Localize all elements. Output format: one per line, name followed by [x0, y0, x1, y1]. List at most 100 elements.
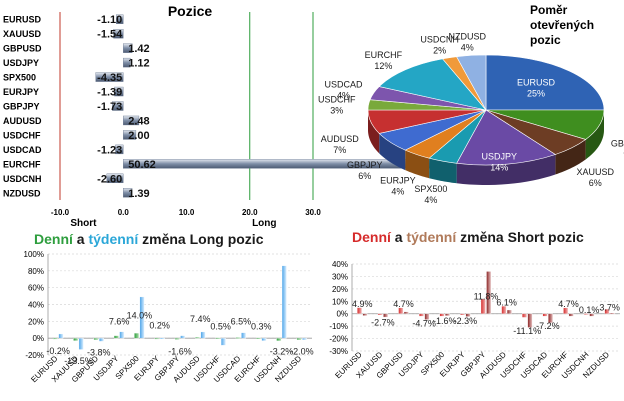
y-tick-label: -20% — [25, 351, 44, 360]
x-tick-label: -10.0 — [51, 208, 70, 217]
category-label-gbpusd: GBPUSD — [3, 44, 42, 54]
bar-gbpusd-s1 — [398, 307, 404, 314]
data-label-gbpusd: 4.7% — [393, 299, 414, 309]
category-label-gbpjpy: GBPJPY — [3, 102, 40, 112]
pie-side-spx500 — [429, 158, 457, 184]
category-label-xauusd: XAUUSD — [3, 29, 42, 39]
pie-side-gbpusd — [585, 110, 604, 160]
pie-slice-nzdusd — [456, 54, 487, 111]
bar-usdcnh-s1 — [583, 313, 589, 315]
pie-percent-usdjpy: 14% — [490, 162, 508, 172]
bar-xauusd-s1 — [377, 313, 383, 316]
y-tick-label: 0% — [32, 334, 44, 343]
pie-percent-eurusd: 25% — [527, 89, 545, 99]
bar-usdcnh-s1 — [276, 338, 282, 342]
title-part-0: Denní — [34, 231, 73, 247]
category-label-usdchf: USDCHF — [3, 130, 41, 140]
bar-audusd-s2 — [506, 309, 512, 314]
category-label-spx500: SPX500 — [3, 73, 36, 83]
bar-usdcnh-s2 — [589, 313, 595, 317]
data-label-usdcad: -7.2% — [536, 321, 560, 331]
bar-usdjpy — [123, 57, 131, 68]
pie-chart-svg: EURUSD25%GBPUSD9%XAUUSD6%USDJPY14%SPX500… — [318, 3, 624, 205]
y-tick-label: 0% — [336, 310, 348, 319]
bar-xauusd — [113, 28, 124, 39]
bar-usdcnh-s2 — [281, 265, 287, 339]
bar-usdjpy-s1 — [113, 335, 119, 339]
bar-usdcad-s1 — [235, 337, 241, 339]
value-label-usdchf: 2.00 — [128, 130, 149, 142]
category-label-nzdusd: NZDUSD — [3, 188, 41, 198]
pie-label-gbpjpy: GBPJPY — [347, 160, 383, 170]
pie-side-eurjpy — [405, 150, 430, 179]
bar-usdcad-s2 — [548, 313, 553, 323]
title-part-1: a — [390, 229, 407, 245]
bar-gbpusd — [123, 43, 133, 53]
bar-gbpjpy-s1 — [174, 338, 180, 340]
bar-nzdusd-s2 — [610, 312, 615, 315]
value-label-spx500: -4.35 — [97, 72, 122, 84]
data-label-gbpjpy: -1.6% — [168, 347, 192, 357]
bar-gbpjpy-s2 — [486, 271, 492, 314]
short-label: Short — [70, 218, 97, 229]
bar-usdchf-s2 — [527, 313, 533, 328]
pie-percent-usdcnh: 2% — [433, 46, 446, 56]
data-label-usdjpy: 7.6% — [109, 316, 130, 326]
title-part-2: týdenní — [406, 229, 457, 245]
title-part-2: týdenní — [88, 231, 139, 247]
long-label: Long — [252, 218, 276, 229]
bar-xauusd-s2 — [78, 338, 84, 350]
bar-audusd-s1 — [501, 305, 507, 314]
bar-eurchf-s2 — [261, 338, 267, 341]
data-label-nzdusd: 3.7% — [599, 303, 620, 313]
short-changes-svg: -30%-20%-10%0%10%20%30%40%EURUSDXAUUSDGB… — [329, 260, 620, 381]
category-label-usdcad: USDCAD — [3, 145, 42, 155]
bar-usdcad-s1 — [542, 313, 548, 317]
data-label-nzdusd: -2.0% — [290, 347, 314, 357]
pie-label-usdjpy: USDJPY — [482, 151, 518, 161]
bar-eurchf-s1 — [256, 337, 261, 340]
long-changes-chart: -20% 0% 20% 40% 60% 80% 100% EURUSD XAUUSD GBPUSD… — [0, 248, 316, 401]
y-tick-label: 40% — [28, 301, 44, 310]
pie-label-usdcad: USDCAD — [324, 79, 363, 89]
bar-nzdusd-s2 — [302, 338, 307, 340]
pie-slice-eurchf — [378, 58, 487, 111]
value-label-xauusd: -1.54 — [97, 29, 123, 41]
pie-label-nzdusd: NZDUSD — [448, 32, 486, 42]
pie-label-xauusd: XAUUSD — [576, 167, 614, 177]
value-label-eurchf: 50.62 — [128, 159, 156, 171]
bar-xauusd-s2 — [383, 313, 389, 318]
y-tick-label: -30% — [329, 347, 348, 356]
y-tick-label: 30% — [332, 272, 348, 281]
bar-audusd-s1 — [195, 337, 200, 339]
pie-percent-usdchf: 3% — [330, 105, 343, 115]
value-label-usdcnh: -2.60 — [97, 173, 122, 185]
bar-nzdusd — [123, 188, 133, 198]
value-label-eurjpy: -1.39 — [97, 87, 122, 99]
y-tick-label: 60% — [28, 284, 44, 293]
bar-gbpjpy-s2 — [180, 335, 186, 339]
data-label-gbpusd: -3.8% — [87, 347, 111, 357]
y-tick-label: 100% — [24, 250, 44, 259]
data-label-eurchf: 4.7% — [558, 299, 579, 309]
pie-title-line: pozic — [530, 33, 561, 47]
data-label-eurusd: 4.9% — [352, 299, 373, 309]
long-changes-title: Denní a týdenní změna Long pozic — [34, 231, 263, 247]
y-tick-label: -10% — [329, 322, 348, 331]
long-changes-svg: -20%0%20%40%60%80%100%EURUSDXAUUSDGBPUSD… — [24, 250, 314, 385]
bar-nzdusd-s1 — [296, 338, 302, 340]
bar-eurusd-s2 — [58, 333, 64, 339]
data-label-audusd: 6.1% — [496, 298, 517, 308]
data-label-xauusd: -13.5% — [64, 356, 93, 366]
bar-eurjpy-s2 — [160, 337, 165, 340]
chart-title: Pozice — [168, 3, 213, 19]
short-changes-chart: -30% -20% -10% 0% 10% 20% 30% 40% EURUSD XAUUSD GB… — [316, 248, 624, 401]
pie-percent-gbpjpy: 6% — [358, 171, 371, 181]
bar-usdchf — [123, 130, 137, 140]
data-label-usdchf: 0.5% — [210, 321, 231, 331]
pie-sides — [368, 110, 604, 185]
data-label-usdcnh: 0.1% — [579, 305, 600, 315]
value-label-eurusd: -1.10 — [97, 14, 122, 26]
data-label-gbpjpy: 11.8% — [474, 291, 499, 301]
value-label-gbpusd: 1.42 — [128, 43, 149, 55]
